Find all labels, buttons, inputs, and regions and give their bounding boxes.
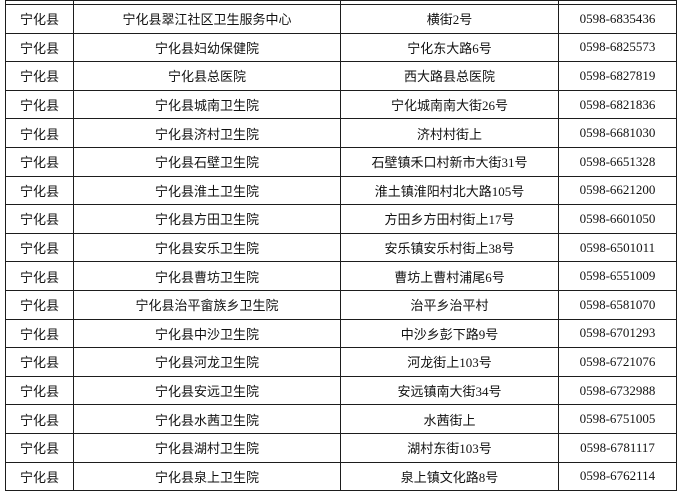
- table-row: 宁化县 宁化县安远卫生院 安远镇南大街34号 0598-6732988: [5, 375, 677, 406]
- table-row: 宁化县 宁化县城南卫生院 宁化城南南大街26号 0598-6821836: [5, 89, 677, 120]
- phone-cell: 0598-6762114: [558, 461, 677, 492]
- address-cell: 方田乡方田村街上17号: [340, 204, 559, 234]
- phone-cell: 0598-6732988: [558, 375, 677, 406]
- phone-cell: 0598-6701293: [558, 318, 677, 349]
- table-row: 宁化县 宁化县曹坊卫生院 曹坊上曹村浦尾6号 0598-6551009: [5, 261, 677, 291]
- county-cell: 宁化县: [5, 432, 74, 463]
- address-cell: 安乐镇安乐村街上38号: [340, 232, 559, 263]
- county-cell: 宁化县: [5, 461, 74, 492]
- county-cell: 宁化县: [5, 289, 74, 320]
- institution-cell: 宁化县翠江社区卫生服务中心: [73, 4, 341, 34]
- address-cell: 横街2号: [340, 4, 559, 34]
- institution-cell: 宁化县水茜卫生院: [73, 404, 341, 434]
- county-cell: 宁化县: [5, 146, 74, 177]
- address-cell: 水茜街上: [340, 404, 559, 434]
- phone-cell: 0598-6551009: [558, 261, 677, 291]
- table-row: 宁化县 宁化县泉上卫生院 泉上镇文化路8号 0598-6762114: [5, 461, 677, 492]
- institution-cell: 宁化县河龙卫生院: [73, 347, 341, 377]
- county-cell: 宁化县: [5, 175, 74, 206]
- institution-cell: 宁化县中沙卫生院: [73, 318, 341, 349]
- county-cell: 宁化县: [5, 375, 74, 406]
- address-cell: 治平乡治平村: [340, 289, 559, 320]
- phone-cell-empty: [558, 0, 677, 5]
- table-row: 宁化县 宁化县妇幼保健院 宁化东大路6号 0598-6825573: [5, 32, 677, 63]
- phone-cell: 0598-6651328: [558, 146, 677, 177]
- phone-cell: 0598-6751005: [558, 404, 677, 434]
- table-row: 宁化县 宁化县总医院 西大路县总医院 0598-6827819: [5, 61, 677, 91]
- address-cell: 石壁镇禾口村新市大街31号: [340, 146, 559, 177]
- institution-cell: 宁化县治平畲族乡卫生院: [73, 289, 341, 320]
- institution-cell: 宁化县泉上卫生院: [73, 461, 341, 492]
- table-row: 宁化县 宁化县河龙卫生院 河龙街上103号 0598-6721076: [5, 347, 677, 377]
- county-cell: 宁化县: [5, 204, 74, 234]
- address-cell: 曹坊上曹村浦尾6号: [340, 261, 559, 291]
- phone-cell: 0598-6835436: [558, 4, 677, 34]
- table-row: 宁化县 宁化县翠江社区卫生服务中心 横街2号 0598-6835436: [5, 4, 677, 34]
- table-body: 宁化县 宁化县翠江社区卫生服务中心 横街2号 0598-6835436 宁化县 宁化县妇幼…: [5, 0, 677, 492]
- address-cell: 泉上镇文化路8号: [340, 461, 559, 492]
- table-row: 宁化县 宁化县安乐卫生院 安乐镇安乐村街上38号 0598-6501011: [5, 232, 677, 263]
- institution-cell: 宁化县方田卫生院: [73, 204, 341, 234]
- institution-cell: 宁化县城南卫生院: [73, 89, 341, 120]
- table-row: 宁化县 宁化县水茜卫生院 水茜街上 0598-6751005: [5, 404, 677, 434]
- address-cell: 河龙街上103号: [340, 347, 559, 377]
- county-cell: 宁化县: [5, 61, 74, 91]
- county-cell: 宁化县: [5, 89, 74, 120]
- phone-cell: 0598-6501011: [558, 232, 677, 263]
- institution-cell: 宁化县淮土卫生院: [73, 175, 341, 206]
- county-cell: 宁化县: [5, 404, 74, 434]
- institution-cell: 宁化县济村卫生院: [73, 118, 341, 148]
- table-row: 宁化县 宁化县济村卫生院 济村村街上 0598-6681030: [5, 118, 677, 148]
- table-row: 宁化县 宁化县中沙卫生院 中沙乡彭下路9号 0598-6701293: [5, 318, 677, 349]
- health-facility-table: 宁化县 宁化县翠江社区卫生服务中心 横街2号 0598-6835436 宁化县 宁化县妇幼…: [5, 0, 677, 492]
- phone-cell: 0598-6781117: [558, 432, 677, 463]
- table-row: 宁化县 宁化县湖村卫生院 湖村东街103号 0598-6781117: [5, 432, 677, 463]
- county-cell: 宁化县: [5, 4, 74, 34]
- table-row: 宁化县 宁化县淮土卫生院 淮土镇淮阳村北大路105号 0598-6621200: [5, 175, 677, 206]
- institution-cell: 宁化县安乐卫生院: [73, 232, 341, 263]
- phone-cell: 0598-6581070: [558, 289, 677, 320]
- address-cell: 宁化东大路6号: [340, 32, 559, 63]
- phone-cell: 0598-6681030: [558, 118, 677, 148]
- address-cell: 湖村东街103号: [340, 432, 559, 463]
- county-cell: 宁化县: [5, 118, 74, 148]
- address-cell: 济村村街上: [340, 118, 559, 148]
- county-cell: 宁化县: [5, 32, 74, 63]
- institution-cell: 宁化县安远卫生院: [73, 375, 341, 406]
- table-row: 宁化县 宁化县治平畲族乡卫生院 治平乡治平村 0598-6581070: [5, 289, 677, 320]
- phone-cell: 0598-6821836: [558, 89, 677, 120]
- county-cell: 宁化县: [5, 347, 74, 377]
- institution-cell: 宁化县湖村卫生院: [73, 432, 341, 463]
- phone-cell: 0598-6825573: [558, 32, 677, 63]
- institution-cell: 宁化县石壁卫生院: [73, 146, 341, 177]
- address-cell: 中沙乡彭下路9号: [340, 318, 559, 349]
- address-cell: 宁化城南南大街26号: [340, 89, 559, 120]
- institution-cell: 宁化县妇幼保健院: [73, 32, 341, 63]
- table-row: 宁化县 宁化县石壁卫生院 石壁镇禾口村新市大街31号 0598-6651328: [5, 146, 677, 177]
- phone-cell: 0598-6621200: [558, 175, 677, 206]
- phone-cell: 0598-6721076: [558, 347, 677, 377]
- phone-cell: 0598-6601050: [558, 204, 677, 234]
- table-row-partial: [5, 0, 677, 5]
- county-cell: 宁化县: [5, 232, 74, 263]
- address-cell: 西大路县总医院: [340, 61, 559, 91]
- institution-cell: 宁化县曹坊卫生院: [73, 261, 341, 291]
- county-cell: 宁化县: [5, 261, 74, 291]
- phone-cell: 0598-6827819: [558, 61, 677, 91]
- address-cell: 安远镇南大街34号: [340, 375, 559, 406]
- address-cell: 淮土镇淮阳村北大路105号: [340, 175, 559, 206]
- institution-cell: 宁化县总医院: [73, 61, 341, 91]
- county-cell: 宁化县: [5, 318, 74, 349]
- table-row: 宁化县 宁化县方田卫生院 方田乡方田村街上17号 0598-6601050: [5, 204, 677, 234]
